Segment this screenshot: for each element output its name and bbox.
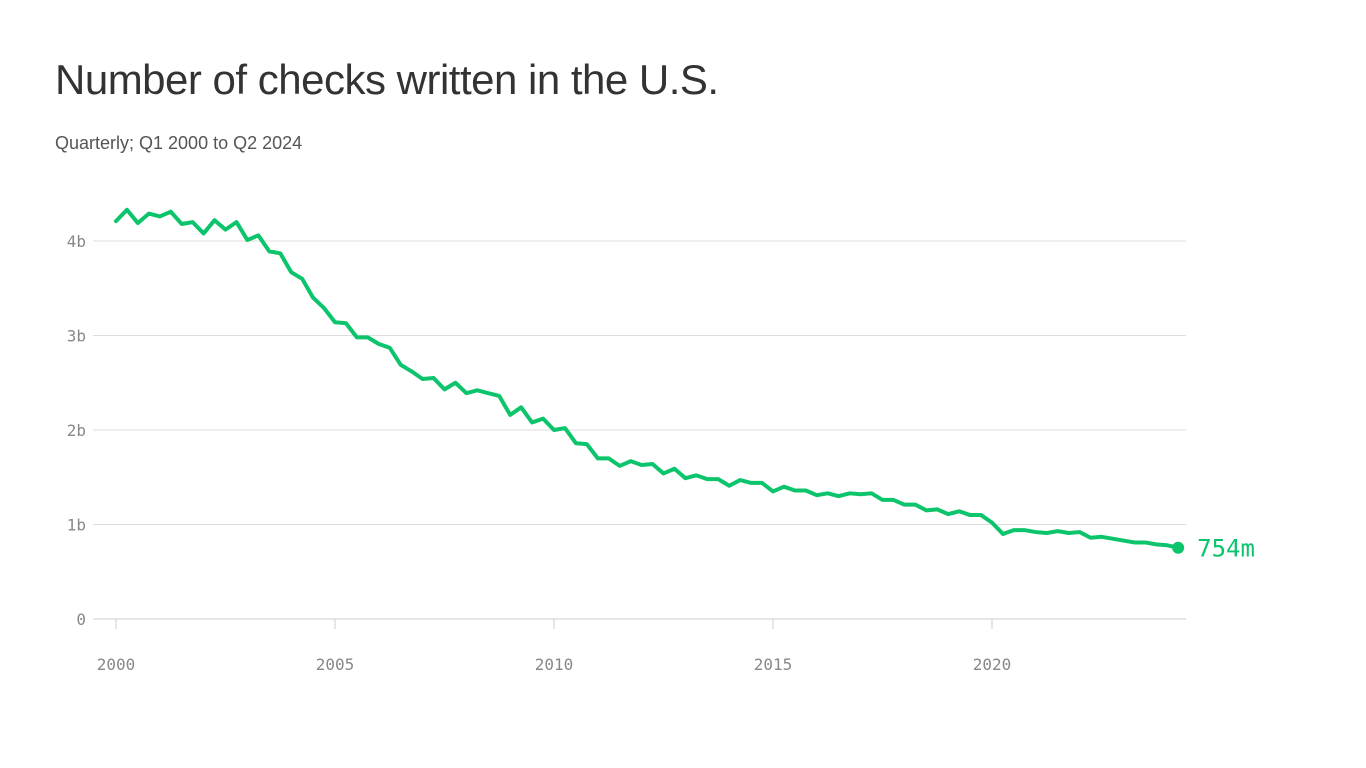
x-tick-label: 2020 <box>973 655 1012 674</box>
end-point-marker <box>1172 541 1185 554</box>
x-tick-label: 2005 <box>316 655 355 674</box>
y-tick-label: 0 <box>76 610 86 629</box>
y-tick-label: 4b <box>67 232 86 251</box>
end-value-label: 754m <box>1197 535 1255 563</box>
y-tick-label: 1b <box>67 516 86 535</box>
x-tick-label: 2000 <box>97 655 136 674</box>
x-tick-label: 2015 <box>754 655 793 674</box>
y-tick-label: 3b <box>67 327 86 346</box>
chart-title: Number of checks written in the U.S. <box>55 56 719 103</box>
y-tick-label: 2b <box>67 421 86 440</box>
x-tick-label: 2010 <box>535 655 574 674</box>
chart-subtitle: Quarterly; Q1 2000 to Q2 2024 <box>55 133 303 153</box>
series-line <box>114 207 1181 550</box>
